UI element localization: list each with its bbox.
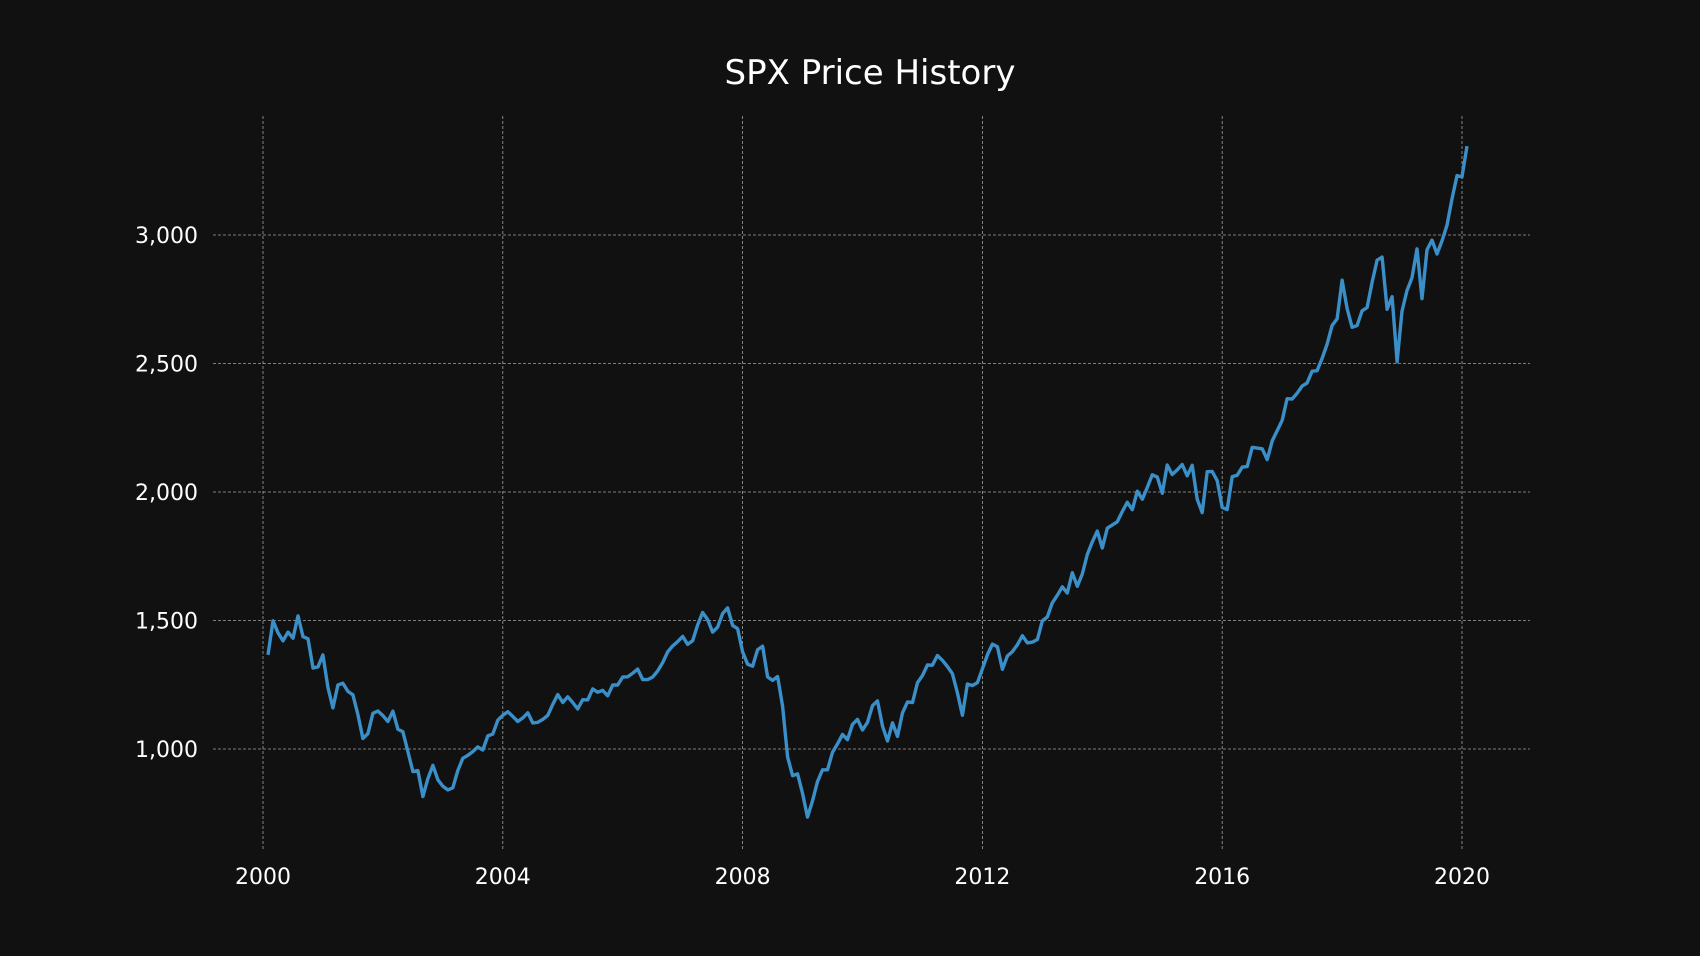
- y-gridlines: [213, 234, 1530, 750]
- x-tick-label: 2004: [475, 865, 531, 890]
- x-tick-label: 2016: [1194, 865, 1250, 890]
- x-gridlines: [262, 116, 1463, 850]
- y-tick-label: 3,000: [135, 224, 198, 249]
- y-tick-label: 1,500: [135, 610, 198, 635]
- series-group: [266, 145, 1469, 819]
- x-tick-label: 2020: [1434, 865, 1490, 890]
- y-tick-labels: 1,000 1,500 2,000 2,500 3,000: [135, 224, 198, 763]
- y-tick-label: 2,000: [135, 481, 198, 506]
- x-tick-label: 2012: [954, 865, 1010, 890]
- y-tick-label: 1,000: [135, 738, 198, 763]
- y-tick-label: 2,500: [135, 353, 198, 378]
- chart-title: SPX Price History: [725, 53, 1016, 93]
- x-tick-label: 2008: [715, 865, 771, 890]
- x-tick-labels: 2000 2004 2008 2012 2016 2020: [235, 865, 1490, 890]
- x-tick-label: 2000: [235, 865, 291, 890]
- data-points: [267, 146, 1468, 818]
